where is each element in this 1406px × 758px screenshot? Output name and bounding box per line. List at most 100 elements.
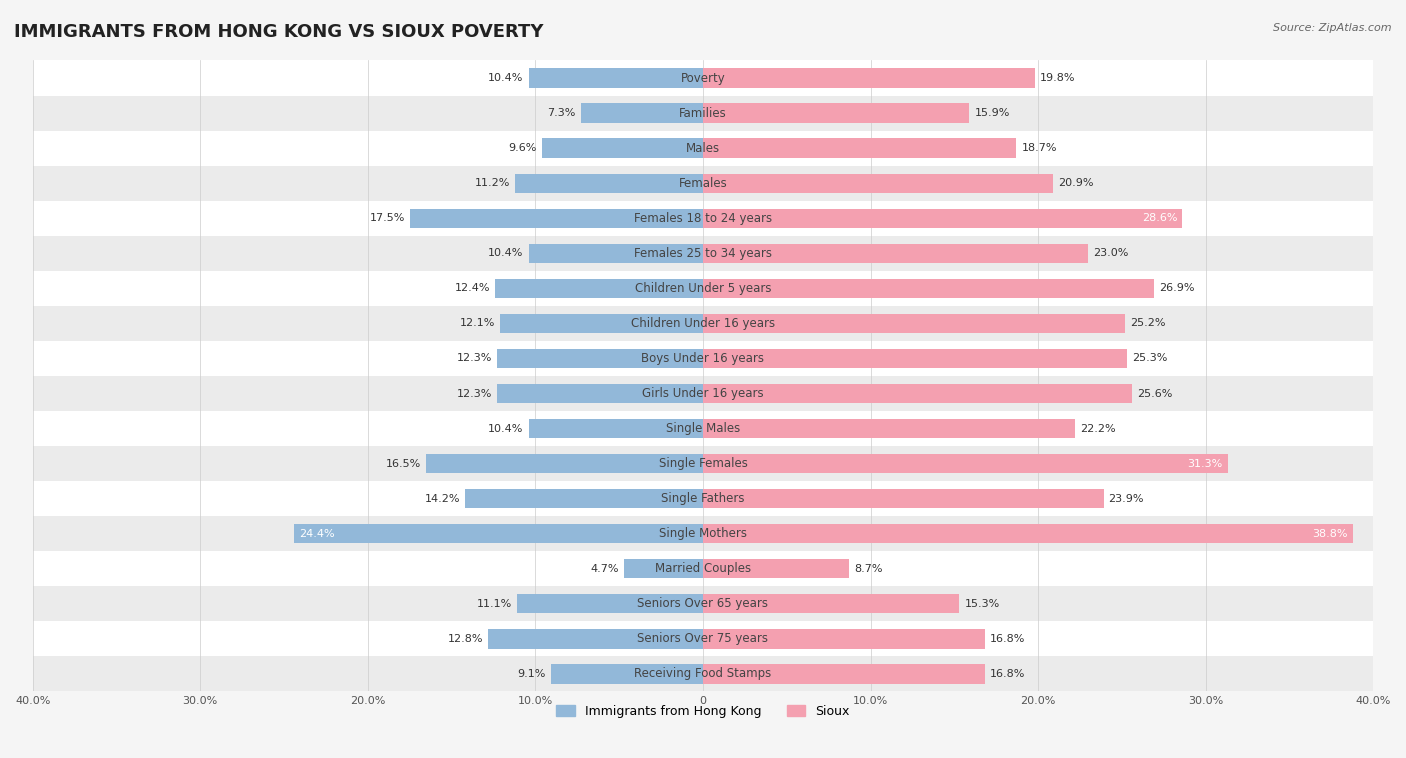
Bar [703, 524, 1353, 543]
Bar [703, 314, 1125, 333]
Text: 16.8%: 16.8% [990, 669, 1025, 679]
Bar [32, 201, 1374, 236]
Text: Poverty: Poverty [681, 71, 725, 84]
Text: 17.5%: 17.5% [370, 213, 405, 224]
Text: 24.4%: 24.4% [299, 529, 335, 539]
Bar [32, 341, 1374, 376]
Bar [465, 489, 703, 509]
Text: Married Couples: Married Couples [655, 562, 751, 575]
Text: 25.3%: 25.3% [1132, 353, 1167, 363]
Text: 22.2%: 22.2% [1080, 424, 1116, 434]
Text: 11.1%: 11.1% [477, 599, 512, 609]
Bar [32, 376, 1374, 411]
Text: Girls Under 16 years: Girls Under 16 years [643, 387, 763, 400]
Bar [703, 174, 1053, 193]
Bar [703, 559, 849, 578]
Bar [32, 481, 1374, 516]
Text: 15.3%: 15.3% [965, 599, 1000, 609]
Bar [32, 587, 1374, 622]
Bar [703, 349, 1128, 368]
Text: 12.8%: 12.8% [449, 634, 484, 644]
Text: IMMIGRANTS FROM HONG KONG VS SIOUX POVERTY: IMMIGRANTS FROM HONG KONG VS SIOUX POVER… [14, 23, 544, 41]
Text: 16.5%: 16.5% [387, 459, 422, 468]
Bar [703, 594, 959, 613]
Bar [32, 516, 1374, 551]
Bar [32, 446, 1374, 481]
Bar [32, 61, 1374, 96]
Bar [32, 130, 1374, 166]
Bar [703, 243, 1088, 263]
Text: 25.6%: 25.6% [1137, 389, 1173, 399]
Text: Children Under 5 years: Children Under 5 years [634, 282, 772, 295]
Bar [543, 139, 703, 158]
Text: 7.3%: 7.3% [547, 108, 575, 118]
Text: 19.8%: 19.8% [1040, 73, 1076, 83]
Legend: Immigrants from Hong Kong, Sioux: Immigrants from Hong Kong, Sioux [551, 700, 855, 723]
Text: Single Females: Single Females [658, 457, 748, 470]
Text: 16.8%: 16.8% [990, 634, 1025, 644]
Text: Boys Under 16 years: Boys Under 16 years [641, 352, 765, 365]
Bar [703, 103, 970, 123]
Bar [703, 208, 1182, 228]
Bar [529, 68, 703, 88]
Bar [32, 271, 1374, 306]
Bar [581, 103, 703, 123]
Text: 20.9%: 20.9% [1059, 178, 1094, 188]
Bar [624, 559, 703, 578]
Bar [517, 594, 703, 613]
Text: 23.9%: 23.9% [1108, 493, 1144, 503]
Bar [32, 551, 1374, 587]
Bar [32, 166, 1374, 201]
Bar [703, 419, 1076, 438]
Bar [551, 664, 703, 684]
Text: 12.4%: 12.4% [454, 283, 491, 293]
Bar [294, 524, 703, 543]
Text: 12.3%: 12.3% [457, 353, 492, 363]
Bar [529, 419, 703, 438]
Text: 10.4%: 10.4% [488, 424, 523, 434]
Bar [32, 622, 1374, 656]
Text: 38.8%: 38.8% [1313, 529, 1348, 539]
Text: 12.3%: 12.3% [457, 389, 492, 399]
Text: Seniors Over 75 years: Seniors Over 75 years [637, 632, 769, 645]
Bar [426, 454, 703, 473]
Bar [501, 314, 703, 333]
Bar [488, 629, 703, 649]
Bar [703, 489, 1104, 509]
Text: Source: ZipAtlas.com: Source: ZipAtlas.com [1274, 23, 1392, 33]
Text: 9.6%: 9.6% [509, 143, 537, 153]
Bar [32, 411, 1374, 446]
Bar [496, 384, 703, 403]
Bar [703, 454, 1227, 473]
Text: 9.1%: 9.1% [517, 669, 546, 679]
Text: 8.7%: 8.7% [853, 564, 883, 574]
Text: Families: Families [679, 107, 727, 120]
Bar [496, 349, 703, 368]
Text: Females 18 to 24 years: Females 18 to 24 years [634, 211, 772, 224]
Bar [32, 236, 1374, 271]
Text: 26.9%: 26.9% [1159, 283, 1194, 293]
Bar [703, 279, 1154, 298]
Text: 4.7%: 4.7% [591, 564, 619, 574]
Text: Females 25 to 34 years: Females 25 to 34 years [634, 247, 772, 260]
Text: 18.7%: 18.7% [1021, 143, 1057, 153]
Text: 10.4%: 10.4% [488, 73, 523, 83]
Text: 14.2%: 14.2% [425, 493, 460, 503]
Text: Receiving Food Stamps: Receiving Food Stamps [634, 668, 772, 681]
Bar [703, 68, 1035, 88]
Bar [529, 243, 703, 263]
Text: 28.6%: 28.6% [1142, 213, 1177, 224]
Bar [703, 139, 1017, 158]
Text: 12.1%: 12.1% [460, 318, 495, 328]
Text: 10.4%: 10.4% [488, 249, 523, 258]
Text: 15.9%: 15.9% [974, 108, 1010, 118]
Bar [495, 279, 703, 298]
Bar [703, 384, 1132, 403]
Bar [32, 656, 1374, 691]
Bar [409, 208, 703, 228]
Text: Females: Females [679, 177, 727, 190]
Bar [516, 174, 703, 193]
Bar [703, 664, 984, 684]
Text: Single Fathers: Single Fathers [661, 492, 745, 505]
Text: Males: Males [686, 142, 720, 155]
